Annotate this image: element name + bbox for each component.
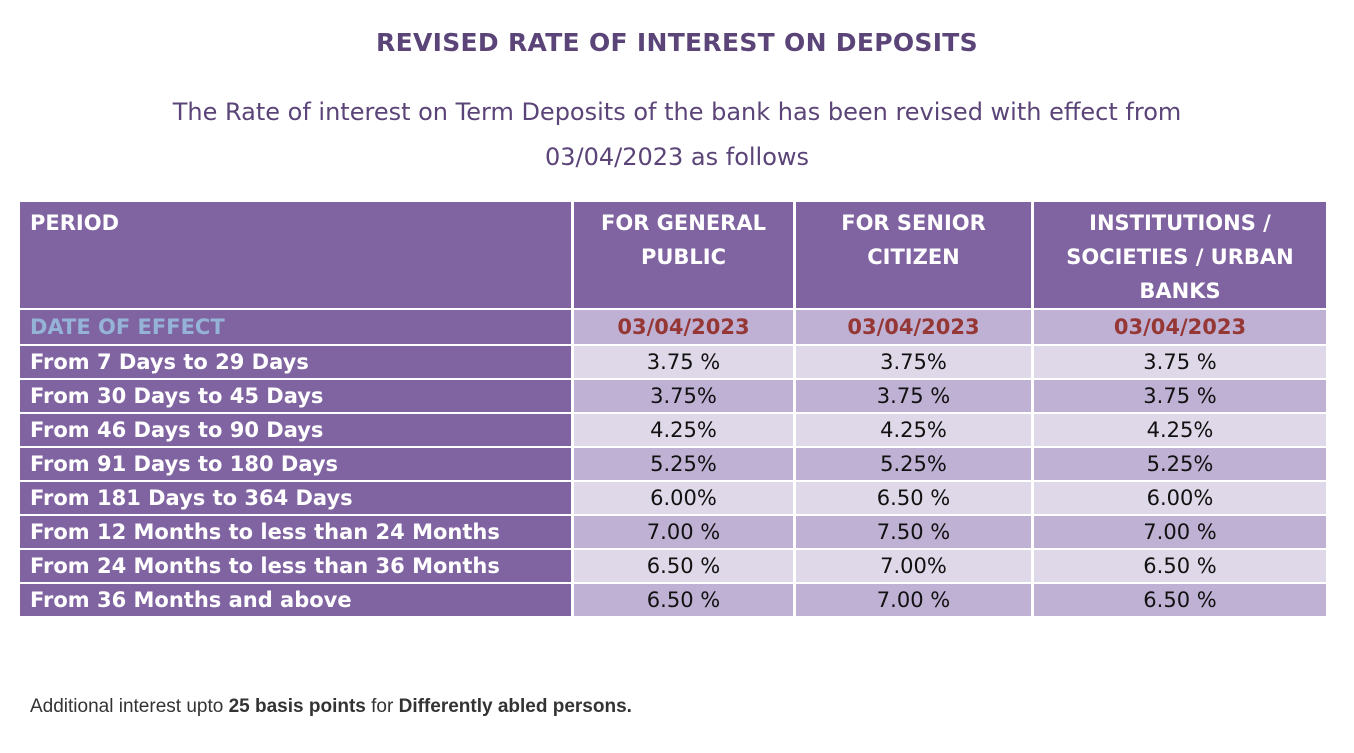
header-general-line-1: FOR GENERAL: [601, 211, 766, 235]
header-inst-line-3: BANKS: [1139, 279, 1221, 303]
rate-institutions: 4.25%: [1034, 414, 1326, 446]
rate-general: 6.00%: [574, 482, 793, 514]
rate-general: 6.50 %: [574, 550, 793, 582]
rate-general: 6.50 %: [574, 584, 793, 616]
footnote: Additional interest upto 25 basis points…: [30, 696, 632, 718]
date-institutions: 03/04/2023: [1034, 310, 1326, 344]
date-senior: 03/04/2023: [796, 310, 1031, 344]
rate-institutions: 6.00%: [1034, 482, 1326, 514]
rate-senior: 7.00%: [796, 550, 1031, 582]
rate-general: 4.25%: [574, 414, 793, 446]
rate-general: 3.75 %: [574, 346, 793, 378]
row-period: From 46 Days to 90 Days: [20, 414, 571, 446]
rate-senior: 3.75%: [796, 346, 1031, 378]
header-senior-line-1: FOR SENIOR: [841, 211, 986, 235]
row-period: From 24 Months to less than 36 Months: [20, 550, 571, 582]
table-row: From 46 Days to 90 Days 4.25% 4.25% 4.25…: [20, 414, 1326, 446]
rate-institutions: 6.50 %: [1034, 584, 1326, 616]
header-inst-line-1: INSTITUTIONS /: [1089, 211, 1271, 235]
rate-institutions: 6.50 %: [1034, 550, 1326, 582]
table-header-row: PERIOD FOR GENERAL PUBLIC FOR SENIOR CIT…: [20, 202, 1326, 308]
date-of-effect-row: DATE OF EFFECT 03/04/2023 03/04/2023 03/…: [20, 310, 1326, 344]
table-row: From 12 Months to less than 24 Months 7.…: [20, 516, 1326, 548]
header-inst-line-2: SOCIETIES / URBAN: [1066, 245, 1294, 269]
page-subtitle: The Rate of interest on Term Deposits of…: [90, 90, 1264, 180]
footnote-text-1: Additional interest upto: [30, 696, 229, 717]
header-period: PERIOD: [20, 202, 571, 308]
rate-senior: 3.75 %: [796, 380, 1031, 412]
table-row: From 24 Months to less than 36 Months 6.…: [20, 550, 1326, 582]
rate-general: 7.00 %: [574, 516, 793, 548]
page-title: REVISED RATE OF INTEREST ON DEPOSITS: [376, 28, 978, 57]
rate-senior: 4.25%: [796, 414, 1031, 446]
rate-general: 5.25%: [574, 448, 793, 480]
row-period: From 91 Days to 180 Days: [20, 448, 571, 480]
rate-senior: 7.00 %: [796, 584, 1031, 616]
subtitle-line-2: 03/04/2023 as follows: [544, 143, 810, 171]
date-of-effect-label: DATE OF EFFECT: [20, 310, 571, 344]
rate-senior: 5.25%: [796, 448, 1031, 480]
header-period-label: PERIOD: [30, 211, 120, 235]
rate-institutions: 3.75 %: [1034, 346, 1326, 378]
table-row: From 36 Months and above 6.50 % 7.00 % 6…: [20, 584, 1326, 616]
header-senior-citizen: FOR SENIOR CITIZEN: [796, 202, 1031, 308]
row-period: From 181 Days to 364 Days: [20, 482, 571, 514]
footnote-basis-points: 25 basis points: [228, 696, 366, 717]
rate-institutions: 3.75 %: [1034, 380, 1326, 412]
table-row: From 30 Days to 45 Days 3.75% 3.75 % 3.7…: [20, 380, 1326, 412]
row-period: From 36 Months and above: [20, 584, 571, 616]
rate-senior: 7.50 %: [796, 516, 1031, 548]
footnote-text-2: for: [365, 696, 399, 717]
subtitle-line-1: The Rate of interest on Term Deposits of…: [172, 98, 1182, 126]
rate-institutions: 7.00 %: [1034, 516, 1326, 548]
table-row: From 7 Days to 29 Days 3.75 % 3.75% 3.75…: [20, 346, 1326, 378]
header-senior-line-2: CITIZEN: [867, 245, 960, 269]
date-general: 03/04/2023: [574, 310, 793, 344]
footnote-beneficiary: Differently abled persons.: [398, 696, 632, 717]
header-general-line-2: PUBLIC: [640, 245, 727, 269]
row-period: From 30 Days to 45 Days: [20, 380, 571, 412]
interest-rate-table: PERIOD FOR GENERAL PUBLIC FOR SENIOR CIT…: [17, 200, 1329, 618]
row-period: From 7 Days to 29 Days: [20, 346, 571, 378]
table-row: From 181 Days to 364 Days 6.00% 6.50 % 6…: [20, 482, 1326, 514]
rate-institutions: 5.25%: [1034, 448, 1326, 480]
header-general-public: FOR GENERAL PUBLIC: [574, 202, 793, 308]
table-row: From 91 Days to 180 Days 5.25% 5.25% 5.2…: [20, 448, 1326, 480]
rate-general: 3.75%: [574, 380, 793, 412]
rate-senior: 6.50 %: [796, 482, 1031, 514]
header-institutions: INSTITUTIONS / SOCIETIES / URBAN BANKS: [1034, 202, 1326, 308]
row-period: From 12 Months to less than 24 Months: [20, 516, 571, 548]
